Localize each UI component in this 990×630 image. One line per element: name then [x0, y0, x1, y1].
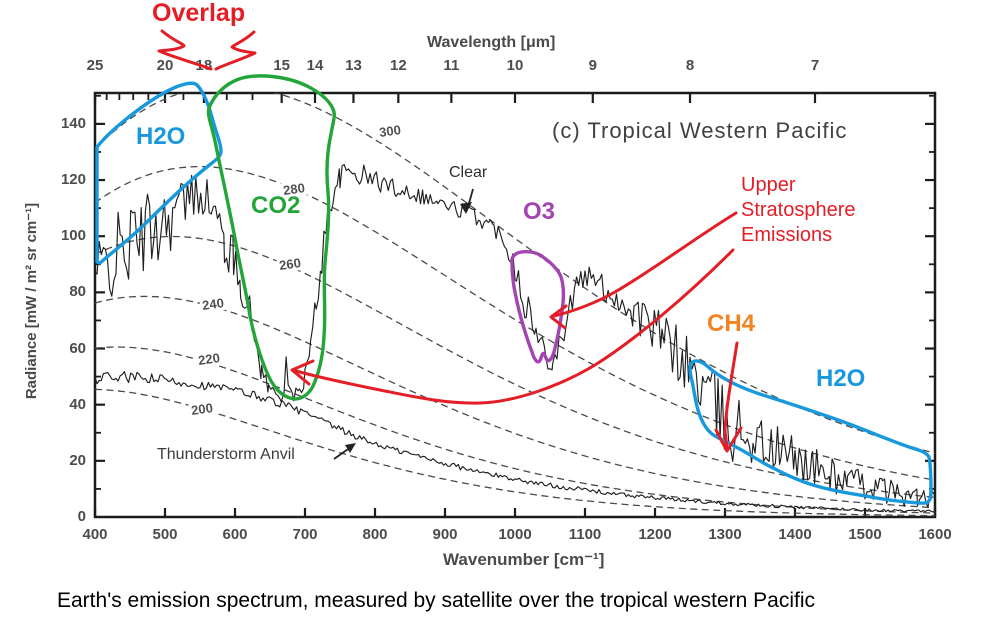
blackbody-curve-280K [95, 165, 935, 481]
x-axis-tick-label: 1600 [918, 526, 952, 543]
clear-arrow-head [460, 202, 472, 214]
overlap-arrow-left [157, 29, 213, 71]
upper-stratosphere-emissions-line: Upper [741, 174, 796, 196]
x-axis-tick-label: 500 [152, 526, 178, 543]
ch4-arrow [723, 341, 739, 451]
top-axis-tick-label: 8 [685, 57, 695, 74]
o3-region-outline [510, 249, 566, 364]
blackbody-temp-label: 220 [195, 349, 223, 369]
top-axis-tick-label: 13 [345, 57, 362, 74]
h2o-left-region-outline [95, 81, 223, 265]
blackbody-curve-300K [95, 93, 935, 454]
x-axis-tick-label: 1300 [708, 526, 742, 543]
top-axis-tick-label: 18 [195, 57, 213, 74]
x-axis-tick-label: 900 [432, 526, 458, 543]
x-axis-title: Wavenumber [cm⁻¹] [443, 550, 605, 569]
y-axis-tick-label: 20 [69, 451, 86, 469]
thunderstorm-anvil-spectrum [95, 371, 935, 513]
y-axis-title: Radiance [mW / m² sr cm⁻¹] [23, 202, 40, 400]
top-axis-tick-label: 20 [156, 57, 174, 74]
y-axis-tick-label: 140 [60, 114, 86, 132]
co2-region-outline [206, 74, 336, 401]
x-axis-tick-label: 1500 [848, 526, 882, 543]
x-axis-tick-label: 800 [362, 526, 388, 543]
y-axis-tick-label: 60 [69, 339, 86, 357]
x-axis-tick-label: 1100 [568, 526, 602, 543]
figure-caption: Earth's emission spectrum, measured by s… [57, 589, 815, 612]
upper-stratosphere-emissions-label: Upper Stratosphere Emissions [741, 173, 856, 248]
top-axis-tick-label: 7 [810, 57, 820, 74]
ch4-label: CH4 [707, 310, 756, 337]
clear-arrow [467, 188, 474, 208]
overlap-label: Overlap [152, 0, 246, 27]
blackbody-curve-220K [95, 346, 935, 514]
x-axis-tick-label: 700 [292, 526, 318, 543]
top-axis-title: Wavelength [μm] [427, 34, 556, 51]
blackbody-temp-label: 280 [280, 179, 308, 199]
top-axis-tick-label: 25 [86, 57, 104, 74]
thunderstorm-anvil-arrow-head [345, 443, 356, 453]
upper-strat-arrow-to-o3 [552, 211, 738, 318]
plot-frame [93, 91, 937, 519]
o3-label: O3 [523, 198, 556, 225]
blackbody-curve-260K [95, 235, 935, 499]
blackbody-temp-label: 300 [376, 121, 404, 141]
top-axis-tick-label: 14 [306, 57, 324, 74]
y-axis-tick-label: 40 [69, 395, 86, 413]
blackbody-curve-240K [95, 295, 935, 509]
upper-stratosphere-emissions-line: Emissions [741, 224, 833, 246]
x-axis-tick-label: 600 [222, 526, 248, 543]
top-axis-tick-label: 11 [443, 57, 460, 74]
co2-label: CO2 [251, 192, 301, 219]
top-axis-tick-label: 12 [389, 57, 407, 74]
top-axis-tick-label: 9 [588, 57, 597, 74]
top-axis-tick-label: 10 [506, 57, 524, 74]
curves-group [95, 93, 935, 517]
upper-strat-arrow-to-co2-head [290, 359, 315, 386]
blackbody-curve-200K [95, 388, 935, 517]
upper-stratosphere-emissions-line: Stratosphere [741, 199, 856, 221]
clear-label: Clear [449, 164, 488, 181]
chart-title: (c) Tropical Western Pacific [552, 118, 848, 143]
blackbody-temp-label: 200 [188, 399, 216, 419]
y-axis-tick-label: 120 [60, 171, 86, 189]
y-axis-tick-label: 80 [69, 283, 86, 301]
x-axis-tick-label: 1200 [638, 526, 672, 543]
h2o-right-label: H2O [816, 365, 866, 392]
h2o-left-label: H2O [136, 123, 186, 150]
thunderstorm-anvil-arrow [333, 446, 352, 460]
y-axis-tick-label: 100 [60, 227, 86, 245]
h2o-right-region-outline [688, 359, 933, 505]
blackbody-temp-label: 260 [276, 254, 304, 274]
top-axis-tick-label: 15 [273, 57, 290, 74]
upper-strat-arrow-to-co2 [294, 248, 735, 405]
upper-strat-arrow-to-o3-head [549, 304, 568, 330]
clear-sky-spectrum [95, 164, 935, 508]
overlap-arrow-right [214, 30, 257, 71]
blackbody-temp-label: 240 [199, 294, 227, 314]
x-axis-tick-label: 1400 [778, 526, 812, 543]
y-axis-tick-label: 0 [77, 508, 86, 525]
ch4-arrow-head [714, 426, 743, 453]
thunderstorm-anvil-label: Thunderstorm Anvil [157, 446, 295, 463]
x-axis-tick-label: 400 [82, 526, 108, 543]
x-axis-tick-label: 1000 [498, 526, 532, 543]
